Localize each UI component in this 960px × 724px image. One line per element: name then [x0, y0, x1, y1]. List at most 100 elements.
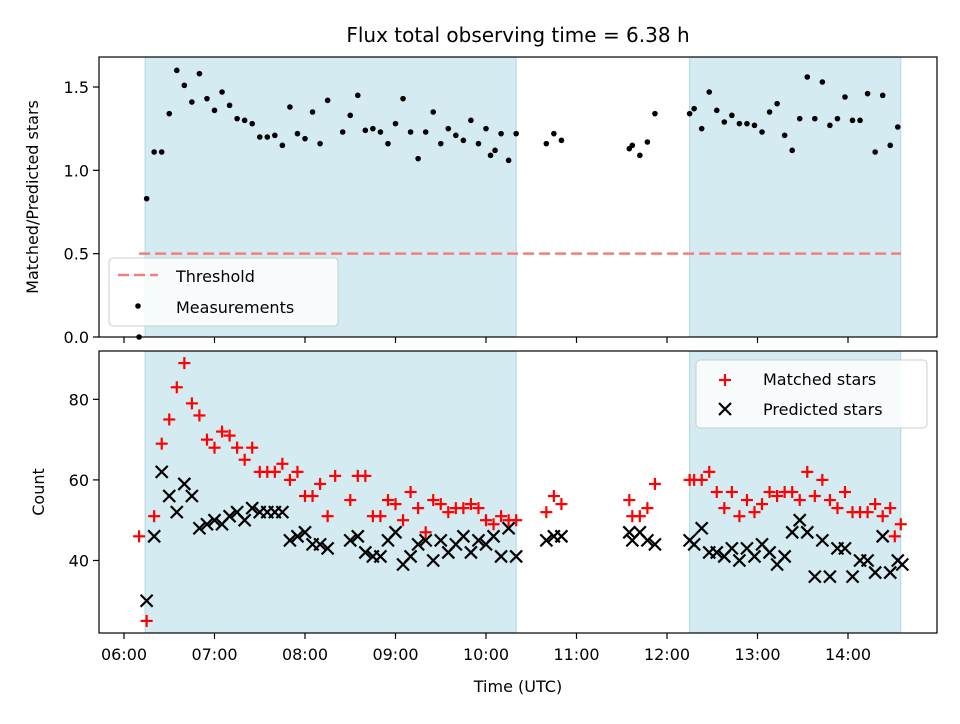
measurement-point — [287, 104, 293, 110]
matched-point — [703, 465, 716, 478]
predicted-point — [501, 521, 516, 536]
measurement-point — [872, 149, 878, 155]
measurement-point — [857, 117, 863, 124]
measurement-points — [136, 67, 901, 340]
predicted-point — [464, 545, 478, 560]
predicted-point — [313, 537, 327, 552]
predicted-point — [237, 513, 252, 527]
top-y-tick-label: 0.0 — [64, 328, 89, 347]
matched-point — [427, 494, 440, 507]
matched-point — [793, 494, 806, 507]
measurement-point — [158, 149, 165, 155]
measurement-point — [505, 157, 512, 164]
predicted-point — [648, 537, 662, 552]
matched-point — [163, 413, 176, 426]
matched-point — [869, 498, 882, 511]
matched-point — [223, 429, 236, 442]
matched-point — [434, 498, 447, 511]
matched-point — [185, 397, 198, 410]
measurement-point — [492, 147, 498, 154]
top-x-ticks — [123, 337, 849, 343]
matched-point — [718, 502, 731, 515]
measurement-point — [879, 92, 886, 99]
measurement-point — [241, 117, 248, 124]
predicted-point — [687, 537, 701, 552]
top-y-axis-label: Matched/Predicted stars — [23, 100, 42, 294]
measurement-point — [543, 140, 550, 147]
predicted-point — [426, 553, 440, 568]
matched-point — [472, 502, 485, 515]
measurement-point — [166, 110, 173, 117]
measurement-point — [309, 109, 316, 115]
bottom-x-ticks: 06:00 07:00 08:00 09:00 10:00 11:00 12:00 13:00… — [101, 633, 871, 664]
predicted-point — [554, 529, 569, 544]
predicted-point — [509, 549, 523, 564]
predicted-point — [838, 541, 852, 556]
predicted-point — [290, 529, 305, 544]
matched-point — [404, 486, 417, 498]
x-tick-label: 14:00 — [825, 645, 871, 664]
predicted-point — [222, 509, 237, 523]
bottom-panel: 40 60 80 06:00 07:00 08:00 09:00 10:00 11:00 12:… — [29, 350, 938, 696]
measurement-point — [513, 130, 519, 137]
measurement-point — [339, 129, 346, 135]
legend-matched-label: Matched stars — [763, 370, 876, 389]
x-tick-label: 08:00 — [282, 645, 328, 664]
matched-point — [208, 441, 221, 454]
bottom-y-tick-label: 40 — [69, 551, 89, 570]
predicted-point — [725, 541, 739, 556]
predicted-point — [245, 501, 259, 515]
predicted-point — [539, 533, 554, 548]
measurement-point — [842, 94, 848, 100]
matched-point — [140, 614, 153, 627]
matched-point — [464, 498, 477, 511]
measurement-point — [181, 82, 188, 89]
measurement-point — [686, 110, 693, 117]
matched-point — [648, 477, 661, 490]
matched-point — [801, 465, 814, 478]
measurement-point — [774, 100, 780, 107]
matched-point — [412, 502, 425, 515]
matched-point — [246, 441, 259, 454]
matched-point — [397, 514, 410, 527]
matched-point — [344, 494, 357, 507]
predicted-point — [147, 529, 161, 544]
predicted-point — [207, 513, 222, 527]
x-axis-label: Time (UTC) — [473, 677, 562, 696]
predicted-point — [895, 557, 910, 572]
measurement-point — [249, 120, 256, 127]
predicted-point — [358, 545, 373, 560]
top-legend-box — [108, 257, 339, 327]
matched-point — [200, 433, 213, 446]
bottom-y-tick-label: 80 — [69, 390, 89, 409]
measurement-point — [279, 142, 286, 149]
predicted-point — [139, 593, 154, 608]
measurement-point — [558, 137, 565, 144]
measurement-point — [637, 152, 643, 159]
measurement-point — [354, 92, 361, 99]
bottom-legend-box — [695, 359, 928, 429]
measurement-point — [272, 132, 278, 139]
predicted-point — [494, 549, 508, 564]
matched-point — [888, 530, 901, 543]
top-y-tick-label: 1.5 — [64, 78, 89, 97]
x-tick-label: 13:00 — [734, 645, 780, 664]
predicted-point — [170, 505, 184, 519]
measurement-point — [751, 122, 758, 129]
matched-point — [510, 514, 523, 527]
matched-point — [268, 465, 281, 478]
bottom-legend: Matched stars Predicted stars — [695, 359, 928, 429]
predicted-point — [177, 477, 192, 491]
predicted-point — [185, 489, 199, 503]
measurement-point — [864, 90, 871, 97]
matched-point — [374, 510, 387, 523]
legend-matched-swatch — [719, 374, 731, 386]
matched-point — [193, 409, 206, 422]
measurement-point — [475, 140, 482, 147]
matched-point — [276, 457, 289, 470]
measurement-point — [370, 125, 376, 132]
bottom-y-axis-label: Count — [29, 468, 48, 516]
predicted-point — [351, 529, 365, 544]
matched-point — [419, 526, 432, 539]
measurement-point — [189, 99, 195, 105]
